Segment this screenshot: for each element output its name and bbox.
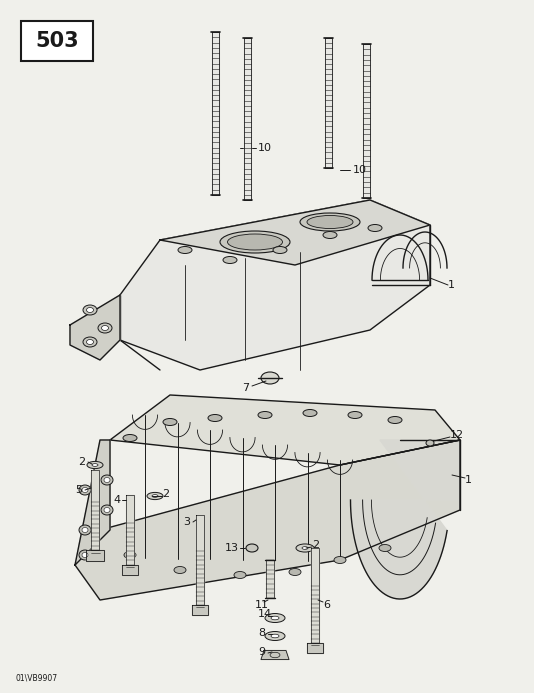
Ellipse shape — [271, 616, 279, 620]
Ellipse shape — [92, 464, 98, 466]
Ellipse shape — [273, 247, 287, 254]
Text: 2: 2 — [312, 540, 319, 550]
Ellipse shape — [258, 412, 272, 419]
Polygon shape — [311, 548, 319, 643]
Text: 9: 9 — [258, 647, 265, 657]
Ellipse shape — [388, 416, 402, 423]
Ellipse shape — [87, 308, 93, 313]
Ellipse shape — [302, 547, 308, 550]
Polygon shape — [110, 395, 460, 465]
Ellipse shape — [83, 337, 97, 347]
Text: 13: 13 — [225, 543, 239, 553]
Ellipse shape — [101, 326, 108, 331]
Polygon shape — [91, 470, 99, 550]
Ellipse shape — [174, 566, 186, 574]
Ellipse shape — [307, 216, 353, 229]
Text: 4: 4 — [113, 495, 120, 505]
Polygon shape — [325, 38, 332, 168]
Polygon shape — [75, 440, 110, 565]
Ellipse shape — [223, 256, 237, 263]
Ellipse shape — [220, 231, 290, 253]
Ellipse shape — [303, 410, 317, 416]
Polygon shape — [266, 560, 274, 598]
Ellipse shape — [82, 552, 88, 557]
Text: 14: 14 — [258, 609, 272, 619]
Text: 10: 10 — [353, 165, 367, 175]
Polygon shape — [70, 295, 120, 360]
Ellipse shape — [234, 572, 246, 579]
Ellipse shape — [104, 477, 110, 482]
Text: 1: 1 — [465, 475, 472, 485]
Ellipse shape — [208, 414, 222, 421]
Ellipse shape — [426, 440, 434, 446]
Text: 01\VB9907: 01\VB9907 — [15, 674, 57, 683]
Ellipse shape — [334, 556, 346, 563]
Text: 12: 12 — [450, 430, 464, 440]
Ellipse shape — [163, 419, 177, 426]
Polygon shape — [120, 200, 430, 370]
Ellipse shape — [104, 507, 110, 513]
Ellipse shape — [87, 462, 103, 468]
Polygon shape — [196, 515, 204, 605]
Ellipse shape — [296, 544, 314, 552]
Text: 8: 8 — [258, 628, 265, 638]
Ellipse shape — [246, 544, 258, 552]
Text: 3: 3 — [183, 517, 190, 527]
FancyBboxPatch shape — [21, 21, 93, 61]
Ellipse shape — [83, 305, 97, 315]
Polygon shape — [75, 440, 460, 600]
Ellipse shape — [265, 631, 285, 640]
Ellipse shape — [147, 493, 163, 500]
Polygon shape — [122, 565, 138, 574]
Polygon shape — [363, 44, 370, 198]
Ellipse shape — [227, 234, 282, 250]
Text: 7: 7 — [242, 383, 249, 393]
Polygon shape — [350, 440, 460, 599]
Polygon shape — [126, 495, 134, 565]
Ellipse shape — [98, 323, 112, 333]
Polygon shape — [244, 38, 250, 200]
Polygon shape — [192, 605, 208, 615]
Text: 503: 503 — [35, 31, 79, 51]
Polygon shape — [160, 200, 430, 265]
Ellipse shape — [348, 412, 362, 419]
Ellipse shape — [79, 485, 91, 495]
Ellipse shape — [289, 568, 301, 575]
Ellipse shape — [82, 527, 88, 532]
Ellipse shape — [123, 435, 137, 441]
Ellipse shape — [323, 231, 337, 238]
Ellipse shape — [368, 225, 382, 231]
Ellipse shape — [124, 552, 136, 559]
Ellipse shape — [101, 475, 113, 485]
Text: 2: 2 — [162, 489, 169, 499]
Ellipse shape — [379, 545, 391, 552]
Ellipse shape — [87, 340, 93, 344]
Polygon shape — [86, 550, 104, 561]
Ellipse shape — [101, 505, 113, 515]
Ellipse shape — [300, 213, 360, 231]
Text: 11: 11 — [255, 600, 269, 610]
Ellipse shape — [271, 634, 279, 638]
Ellipse shape — [79, 550, 91, 560]
Polygon shape — [261, 651, 289, 660]
Text: 2: 2 — [78, 457, 85, 467]
Text: 5: 5 — [75, 485, 82, 495]
Ellipse shape — [265, 613, 285, 622]
Polygon shape — [307, 643, 323, 653]
Text: 6: 6 — [323, 600, 330, 610]
Text: 1: 1 — [448, 280, 455, 290]
Ellipse shape — [79, 525, 91, 535]
Ellipse shape — [152, 495, 158, 498]
Text: 10: 10 — [258, 143, 272, 153]
Ellipse shape — [178, 247, 192, 254]
Polygon shape — [211, 32, 218, 195]
Ellipse shape — [82, 487, 88, 493]
Ellipse shape — [261, 372, 279, 384]
